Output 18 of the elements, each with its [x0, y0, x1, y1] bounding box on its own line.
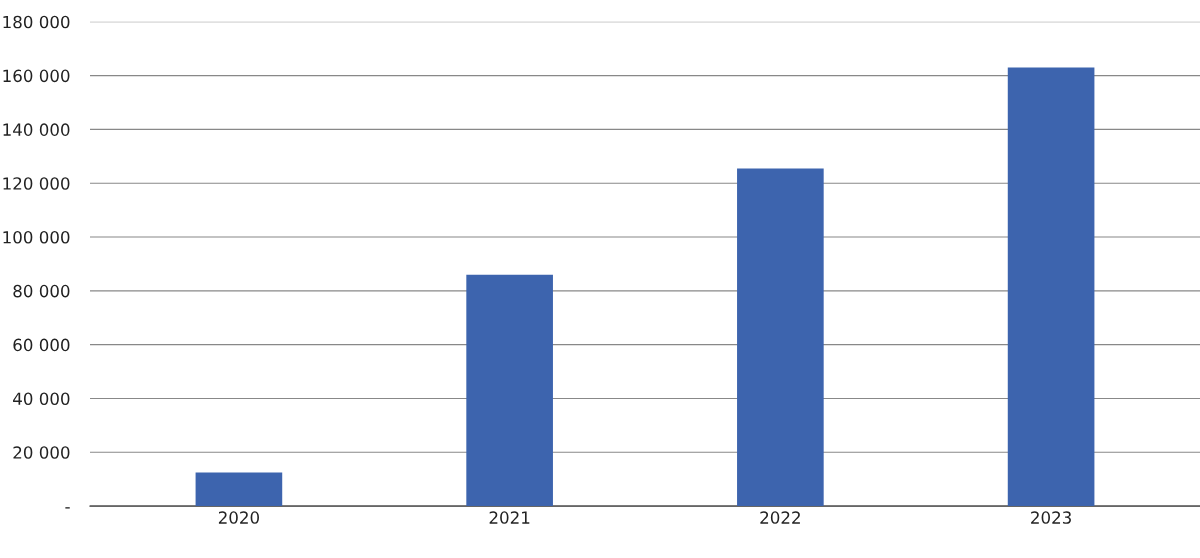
bar	[737, 168, 824, 507]
bar	[195, 472, 283, 507]
x-tick-label: 2022	[760, 511, 800, 524]
y-tick-label: 140 000	[3, 123, 70, 136]
bar	[466, 274, 553, 507]
x-tick-label: 2021	[489, 511, 530, 524]
y-tick-label: 40 000	[13, 392, 70, 406]
bar	[1007, 67, 1095, 507]
y-tick-label: 80 000	[13, 284, 70, 298]
y-tick-label: 160 000	[3, 69, 70, 83]
y-tick-label: 120 000	[3, 177, 70, 190]
y-tick-label: 100 000	[3, 230, 70, 244]
x-tick-label: 2023	[1031, 511, 1071, 524]
y-tick-label: 60 000	[13, 338, 70, 352]
x-tick-label: 2020	[218, 511, 259, 524]
y-tick-label: 20 000	[13, 446, 70, 459]
y-tick-label: 180 000	[3, 15, 70, 29]
y-tick-label: -	[65, 507, 70, 509]
